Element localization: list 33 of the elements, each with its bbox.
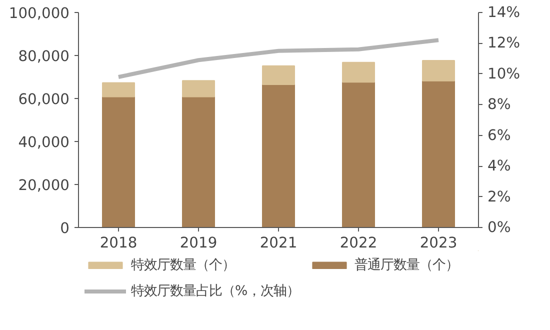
x-tick-label: 2019 (180, 234, 218, 252)
bar (422, 60, 455, 82)
legend-label: 特效厅数量（个） (131, 257, 236, 274)
y2-tick-label: 2% (488, 188, 511, 206)
bar (342, 82, 375, 228)
bar (262, 84, 295, 228)
bar (182, 96, 215, 228)
bar (102, 96, 135, 228)
x-tick-label: 2022 (340, 234, 378, 252)
y2-tick-label: 12% (488, 34, 520, 52)
y-tick-label: 60,000 (18, 91, 70, 108)
y-tick-label: 40,000 (18, 134, 70, 151)
y2-tick-label: 4% (488, 158, 511, 175)
y-tick-label: 100,000 (8, 5, 70, 22)
bar (422, 80, 455, 228)
y2-tick-label: 0% (488, 219, 511, 236)
y2-tick-label: 10% (488, 65, 520, 82)
y2-tick-label: 6% (488, 126, 511, 144)
x-tick-label: 2018 (100, 234, 138, 252)
y-tick-label: 80,000 (18, 48, 70, 65)
bar (182, 80, 215, 98)
bar (262, 65, 295, 86)
legend-label: 特效厅数量占比（%，次轴） (131, 282, 300, 300)
line-series (116, 38, 440, 79)
y-tick-label: 0 (60, 220, 70, 237)
y2-tick-label: 14% (488, 4, 520, 21)
y2-tick-label: 8% (488, 96, 511, 114)
x-tick-label: 2023 (420, 234, 458, 252)
x-tick-label: 2021 (260, 234, 298, 252)
legend-label: 普通厅数量（个） (354, 256, 460, 274)
bar (342, 62, 375, 83)
bar (102, 82, 135, 98)
y-tick-label: 20,000 (18, 177, 70, 194)
